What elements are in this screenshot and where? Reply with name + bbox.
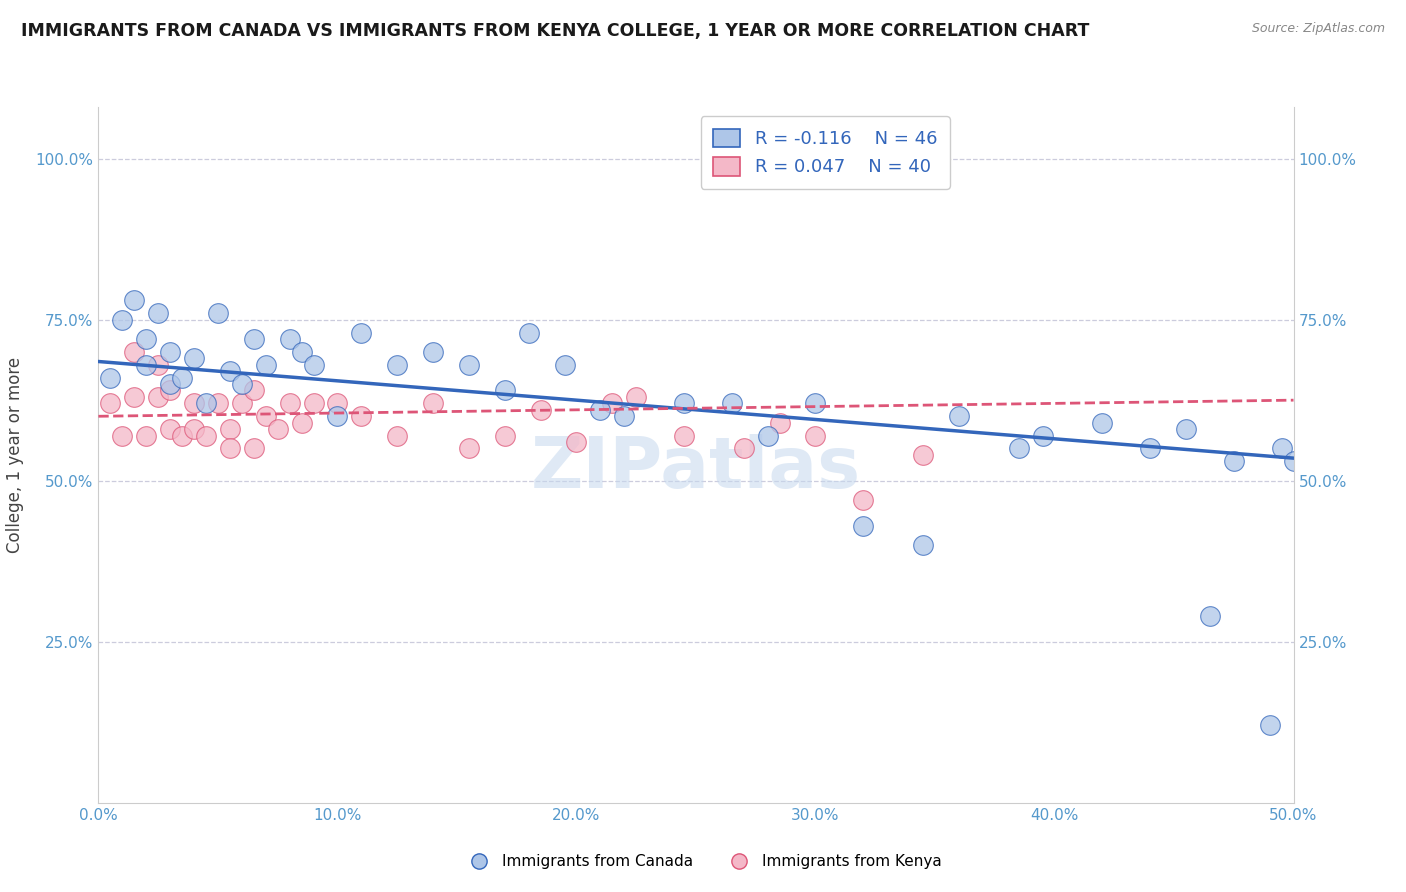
Point: [207, 306, 229, 320]
Point: [326, 409, 349, 424]
Point: [159, 422, 181, 436]
Legend: Immigrants from Canada, Immigrants from Kenya: Immigrants from Canada, Immigrants from …: [458, 848, 948, 875]
Point: [135, 332, 157, 346]
Point: [194, 428, 218, 442]
Point: [721, 396, 744, 410]
Point: [148, 358, 170, 372]
Point: [529, 402, 551, 417]
Point: [804, 428, 827, 442]
Y-axis label: College, 1 year or more: College, 1 year or more: [7, 357, 24, 553]
Point: [1271, 442, 1294, 456]
Point: [852, 518, 875, 533]
Point: [219, 364, 242, 378]
Point: [183, 396, 205, 410]
Point: [756, 428, 779, 442]
Point: [565, 435, 588, 450]
Point: [852, 493, 875, 508]
Point: [1091, 416, 1114, 430]
Point: [111, 312, 134, 326]
Text: IMMIGRANTS FROM CANADA VS IMMIGRANTS FROM KENYA COLLEGE, 1 YEAR OR MORE CORRELAT: IMMIGRANTS FROM CANADA VS IMMIGRANTS FRO…: [21, 22, 1090, 40]
Point: [183, 422, 205, 436]
Point: [243, 442, 266, 456]
Point: [231, 377, 253, 392]
Point: [517, 326, 540, 340]
Point: [458, 442, 481, 456]
Point: [1175, 422, 1198, 436]
Point: [804, 396, 827, 410]
Point: [1258, 718, 1281, 732]
Point: [1198, 609, 1220, 624]
Point: [911, 538, 934, 552]
Point: [243, 384, 266, 398]
Point: [194, 396, 218, 410]
Point: [422, 344, 444, 359]
Point: [135, 428, 157, 442]
Point: [98, 370, 122, 384]
Point: [183, 351, 205, 366]
Point: [554, 358, 576, 372]
Point: [1282, 454, 1305, 468]
Point: [613, 409, 636, 424]
Point: [207, 396, 229, 410]
Point: [1222, 454, 1246, 468]
Point: [291, 416, 314, 430]
Point: [350, 326, 373, 340]
Text: ZIPatlas: ZIPatlas: [531, 434, 860, 503]
Point: [148, 306, 170, 320]
Point: [326, 396, 349, 410]
Point: [98, 396, 122, 410]
Point: [733, 442, 755, 456]
Point: [111, 428, 134, 442]
Point: [1139, 442, 1161, 456]
Point: [302, 358, 325, 372]
Point: [673, 396, 696, 410]
Point: [254, 358, 277, 372]
Point: [422, 396, 444, 410]
Point: [231, 396, 253, 410]
Point: [172, 370, 194, 384]
Point: [626, 390, 648, 404]
Point: [278, 332, 301, 346]
Point: [159, 384, 181, 398]
Point: [1032, 428, 1054, 442]
Point: [124, 293, 146, 308]
Point: [243, 332, 266, 346]
Point: [385, 428, 409, 442]
Point: [254, 409, 277, 424]
Point: [172, 428, 194, 442]
Point: [948, 409, 970, 424]
Point: [768, 416, 790, 430]
Point: [267, 422, 290, 436]
Point: [1007, 442, 1029, 456]
Legend: R = -0.116    N = 46, R = 0.047    N = 40: R = -0.116 N = 46, R = 0.047 N = 40: [700, 116, 950, 189]
Point: [159, 344, 181, 359]
Point: [911, 448, 934, 462]
Point: [350, 409, 373, 424]
Point: [291, 344, 314, 359]
Point: [302, 396, 325, 410]
Point: [219, 442, 242, 456]
Point: [602, 396, 624, 410]
Point: [589, 402, 612, 417]
Point: [278, 396, 301, 410]
Point: [673, 428, 696, 442]
Point: [124, 390, 146, 404]
Point: [458, 358, 481, 372]
Point: [494, 428, 516, 442]
Point: [385, 358, 409, 372]
Point: [135, 358, 157, 372]
Text: Source: ZipAtlas.com: Source: ZipAtlas.com: [1251, 22, 1385, 36]
Point: [159, 377, 181, 392]
Point: [494, 384, 516, 398]
Point: [148, 390, 170, 404]
Point: [219, 422, 242, 436]
Point: [124, 344, 146, 359]
